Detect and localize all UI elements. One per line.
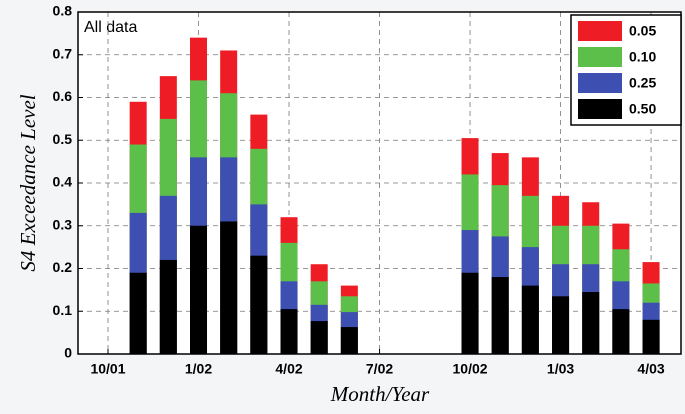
legend-swatch xyxy=(578,47,622,67)
x-tick-label: 10/02 xyxy=(453,361,488,377)
bar xyxy=(491,277,509,354)
bar xyxy=(159,259,177,354)
y-tick-label: 0.1 xyxy=(53,302,73,318)
plot-frame xyxy=(77,11,682,355)
legend-swatch xyxy=(578,21,622,41)
y-tick-label: 0.2 xyxy=(53,259,73,275)
bar xyxy=(612,309,630,354)
bar xyxy=(461,272,479,354)
bar xyxy=(582,292,600,354)
legend-swatch xyxy=(578,73,622,93)
bar xyxy=(642,319,660,354)
x-axis-label: Month/Year xyxy=(330,382,430,406)
x-tick-label: 4/03 xyxy=(637,361,664,377)
bar xyxy=(190,225,208,354)
bar xyxy=(280,309,298,354)
legend-label: 0.10 xyxy=(629,49,656,65)
bar xyxy=(220,221,238,354)
legend-label: 0.25 xyxy=(629,75,656,91)
x-tick-label: 10/01 xyxy=(90,361,125,377)
legend-label: 0.05 xyxy=(629,23,656,39)
y-tick-label: 0.7 xyxy=(53,45,73,61)
x-tick-label: 1/02 xyxy=(185,361,212,377)
bar xyxy=(340,327,358,354)
bar xyxy=(310,321,328,354)
y-tick-label: 0.8 xyxy=(53,3,73,19)
legend-swatch xyxy=(578,99,622,119)
bar xyxy=(521,285,539,354)
bar xyxy=(250,255,268,354)
x-tick-label: 7/02 xyxy=(366,361,393,377)
x-tick-label: 4/02 xyxy=(275,361,302,377)
x-tick-label: 1/03 xyxy=(547,361,574,377)
y-tick-label: 0.6 xyxy=(53,88,73,104)
y-tick-label: 0.4 xyxy=(53,174,73,190)
y-tick-label: 0.5 xyxy=(53,131,73,147)
y-tick-label: 0 xyxy=(64,345,72,361)
legend-label: 0.50 xyxy=(629,101,656,117)
y-axis-label: S4 Exceedance Level xyxy=(16,94,40,271)
bar xyxy=(129,272,147,354)
bar xyxy=(552,296,570,354)
y-tick-label: 0.3 xyxy=(53,216,73,232)
annotation: All data xyxy=(84,19,137,36)
